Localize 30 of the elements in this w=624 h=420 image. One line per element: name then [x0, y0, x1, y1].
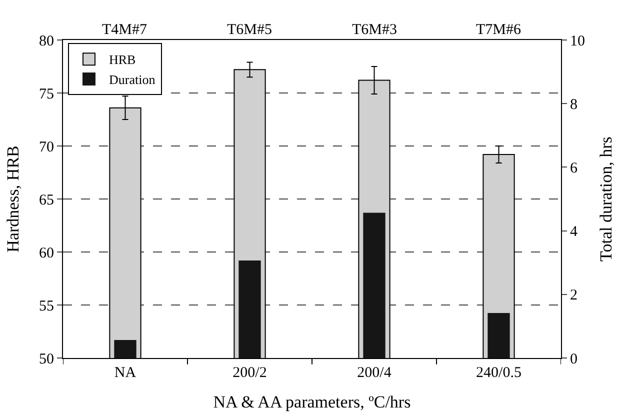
- y2-tick-label: 6: [570, 160, 578, 176]
- legend-label: HRB: [108, 52, 136, 68]
- y-tick-label: 55: [39, 298, 54, 314]
- x-tick-label: 240/0.5: [476, 365, 522, 381]
- y2-tick-label: 8: [570, 96, 578, 113]
- bar: [488, 312, 510, 358]
- legend-label: Duration: [108, 72, 156, 88]
- x-tick-label: 200/2: [232, 365, 267, 381]
- y-tick-label: 60: [39, 245, 54, 262]
- y-tick-label: 65: [39, 192, 54, 208]
- y-tick-label: 75: [39, 86, 54, 102]
- x-tick-label: NA: [114, 365, 136, 381]
- y-tick-label: 70: [39, 139, 54, 156]
- y2-tick-label: 2: [570, 288, 578, 304]
- text: T6M#3: [352, 22, 397, 38]
- y2-tick-label: 0: [570, 351, 578, 368]
- x-axis-title: NA & AA parameters, ºC/hrs: [213, 392, 411, 412]
- y2-tick-label: 10: [570, 33, 585, 50]
- y-tick-label: 80: [39, 33, 54, 50]
- text: T6M#5: [227, 22, 272, 38]
- y-tick-label: 50: [39, 351, 54, 368]
- x-tick-label: 200/4: [357, 365, 392, 381]
- text: T7M#6: [476, 22, 522, 38]
- y2-axis-title: Total duration, hrs: [596, 136, 616, 262]
- y-axis-title: Hardness, HRB: [4, 146, 23, 252]
- y2-tick-label: 4: [570, 224, 578, 240]
- bar: [238, 260, 261, 358]
- bar: [114, 340, 136, 358]
- text: T4M#7: [102, 22, 148, 38]
- bar: [363, 212, 386, 358]
